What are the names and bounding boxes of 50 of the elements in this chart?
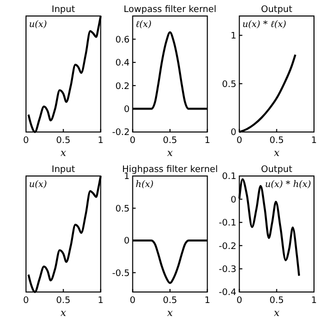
chart-title: Input: [52, 5, 76, 15]
y-tick-label: 0.5: [222, 80, 236, 90]
y-tick-label: 1: [230, 31, 236, 42]
y-tick-label: -0.5: [112, 268, 130, 279]
text: h(x): [136, 180, 154, 190]
y-tick-label: -0.4: [218, 288, 237, 298]
x-tick-label: 0.5: [162, 296, 178, 306]
y-tick-label: -0.3: [218, 264, 236, 275]
x-tick-label: 1: [311, 296, 317, 306]
x-axis-title: x: [167, 148, 174, 159]
x-tick-label: 0.5: [56, 296, 70, 306]
chart-title: Output: [261, 5, 293, 15]
text: u(x) * ℓ(x): [242, 20, 287, 30]
x-tick-label: 0.5: [270, 136, 284, 146]
y-tick-label: 0.6: [115, 35, 130, 46]
x-axis-title: x: [167, 308, 174, 319]
text: u(x): [29, 180, 48, 190]
x-tick-label: 1: [204, 136, 210, 146]
x-axis-title: x: [274, 148, 280, 159]
series-label: u(x) * h(x): [264, 180, 312, 190]
x-tick-label: 1: [204, 296, 210, 306]
series-label: ℓ(x): [136, 20, 152, 30]
x-tick-label: 1: [98, 136, 104, 146]
y-tick-label: 0.5: [115, 204, 130, 214]
x-axis-title: x: [60, 308, 67, 319]
text: u(x): [29, 20, 48, 30]
chart-title: Lowpass filter kernel: [124, 5, 216, 15]
x-tick-label: 0.5: [270, 296, 284, 306]
y-tick-label: 0: [124, 236, 130, 247]
x-tick-label: 1: [311, 136, 317, 146]
y-tick-label: 0.4: [115, 58, 130, 69]
y-tick-label: -0.2: [112, 128, 130, 138]
y-tick-label: 0: [124, 104, 130, 115]
x-tick-label: 0.5: [162, 136, 178, 146]
x-tick-label: 0: [23, 136, 30, 146]
chart-title: Output: [261, 165, 293, 175]
y-tick-label: -0.2: [218, 242, 236, 252]
x-axis-title: x: [274, 308, 280, 319]
x-tick-label: 0: [23, 296, 30, 306]
y-tick-label: 0.2: [115, 82, 130, 92]
y-tick-label: 1: [124, 172, 130, 182]
chart-title: Highpass filter kernel: [122, 165, 218, 175]
y-tick-label: -0.1: [218, 218, 236, 229]
chart-title: Input: [52, 165, 76, 175]
x-tick-label: 1: [98, 296, 104, 306]
y-tick-label: 0: [230, 128, 237, 138]
y-tick-label: 0: [230, 195, 237, 206]
x-tick-label: 0.5: [56, 136, 70, 146]
y-tick-label: 0.1: [222, 172, 236, 182]
x-axis-title: x: [60, 148, 67, 159]
